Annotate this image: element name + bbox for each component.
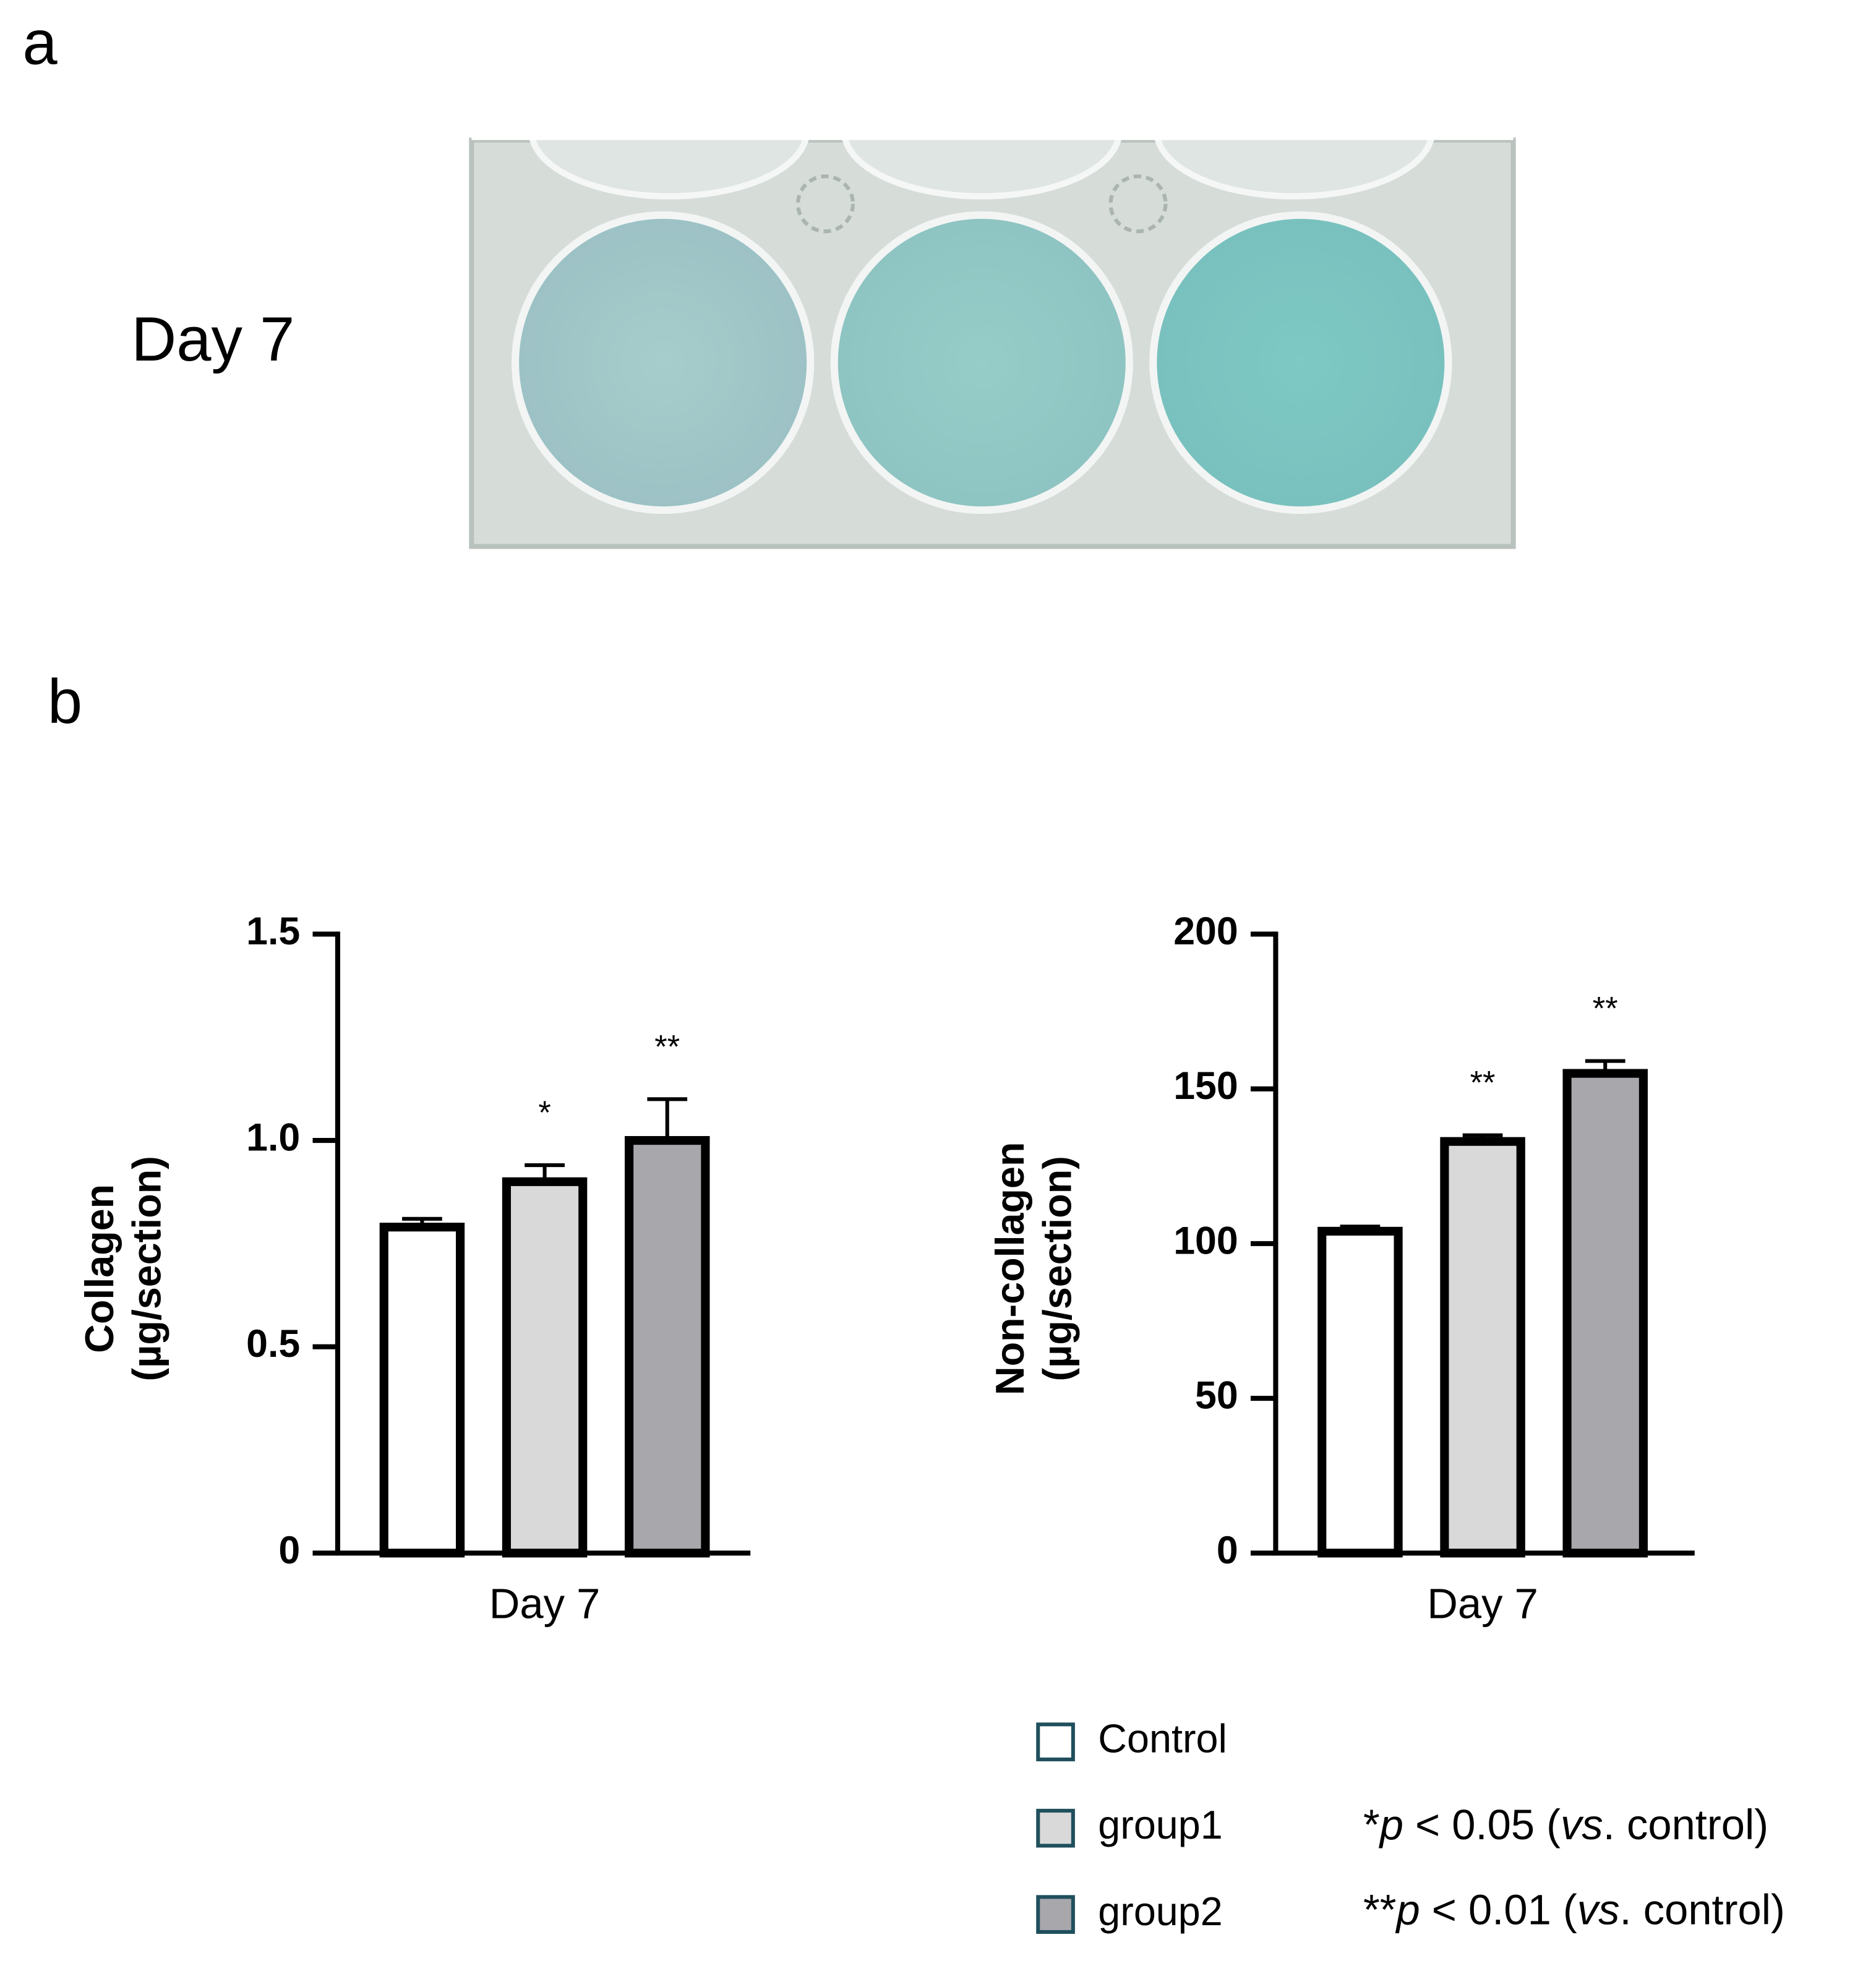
y-tick-label: 150 [1173, 1064, 1238, 1108]
bar [1562, 1069, 1648, 1558]
y-axis-label-line: Collagen [77, 1184, 122, 1353]
y-axis-label-line: Non-collagen [987, 1142, 1032, 1395]
legend-swatch [1036, 1722, 1075, 1761]
significance-marker: ** [1470, 1065, 1496, 1101]
bar [502, 1177, 588, 1558]
note-part: . control) [1620, 1886, 1785, 1934]
y-axis-label-line: (µg/section) [124, 1156, 169, 1381]
image-label: Day 7 [131, 304, 294, 374]
legend-label: Control [1098, 1716, 1227, 1761]
y-tick-label: 0 [1217, 1529, 1238, 1572]
y-tick-label: 0 [278, 1529, 300, 1572]
note: *p < 0.05 (vs. control) [1363, 1801, 1768, 1849]
significance-marker: ** [654, 1028, 680, 1065]
legend-swatch [1036, 1895, 1075, 1934]
significance-marker: ** [1593, 991, 1618, 1027]
panel-label: a [22, 8, 58, 78]
note-part: * [1363, 1801, 1380, 1849]
legend-label: group2 [1098, 1889, 1222, 1934]
y-axis-label: Non-collagen (µg/section) [987, 1142, 1080, 1395]
y-tick-label: 50 [1195, 1374, 1238, 1417]
note-part: p [1395, 1886, 1420, 1934]
y-tick-label: 200 [1173, 910, 1238, 953]
note-part: ** [1363, 1886, 1397, 1934]
y-tick-label: 100 [1173, 1219, 1238, 1262]
note: **p < 0.01 (vs. control) [1363, 1886, 1785, 1934]
x-tick-label: Day 7 [489, 1579, 601, 1627]
y-axis-label: Collagen (µg/section) [77, 1156, 169, 1381]
bar [624, 1135, 710, 1558]
plate-photo [469, 62, 1516, 549]
note-part: p [1379, 1801, 1403, 1849]
note-part: vs [1577, 1886, 1620, 1934]
note-part: < 0.01 ( [1420, 1886, 1577, 1934]
y-tick-label: 1.5 [246, 910, 300, 953]
note-part: . control) [1603, 1801, 1768, 1849]
x-tick-label: Day 7 [1427, 1579, 1538, 1627]
note-part: < 0.05 ( [1403, 1801, 1561, 1849]
legend-label: group1 [1098, 1802, 1222, 1847]
note-part: vs [1561, 1801, 1603, 1849]
y-tick-label: 1.0 [246, 1116, 300, 1160]
y-tick-label: 0.5 [246, 1322, 300, 1366]
legend-swatch [1036, 1808, 1075, 1848]
panel-label: b [48, 667, 82, 737]
y-axis-label-line: (µg/section) [1035, 1156, 1080, 1381]
bar [379, 1223, 465, 1558]
significance-marker: * [538, 1095, 550, 1131]
bar [1440, 1137, 1525, 1558]
bar [1317, 1226, 1403, 1558]
